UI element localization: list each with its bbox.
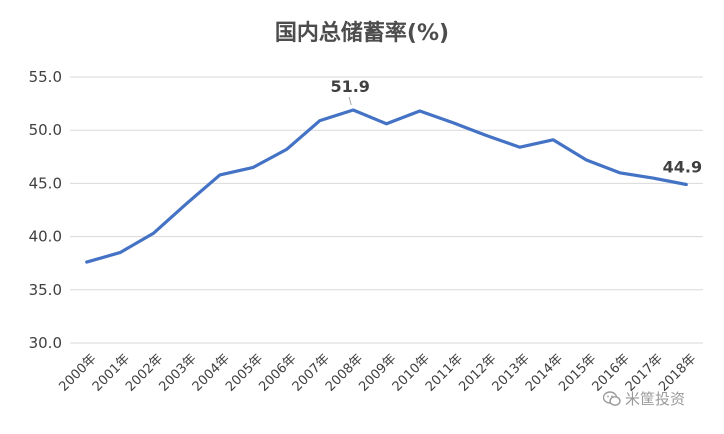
data-labels: 51.9 44.9 <box>330 77 702 176</box>
chart-title: 国内总储蓄率(%) <box>275 20 449 46</box>
y-tick-label: 50.0 <box>29 121 62 139</box>
series-line <box>85 108 688 264</box>
watermark: 米筐投资 <box>603 388 685 409</box>
series-layer <box>85 108 688 264</box>
data-label: 44.9 <box>663 157 702 176</box>
watermark-text: 米筐投资 <box>625 390 686 408</box>
gridlines <box>70 76 703 344</box>
y-tick-label: 55.0 <box>29 68 62 86</box>
y-tick-label: 30.0 <box>29 334 62 352</box>
y-tick-label: 45.0 <box>29 174 62 192</box>
y-tick-label: 35.0 <box>29 281 62 299</box>
data-label-leader <box>348 96 352 106</box>
data-label: 51.9 <box>330 77 369 96</box>
y-axis-ticks: 30.0 35.0 40.0 45.0 50.0 55.0 <box>29 68 62 352</box>
wechat-icon <box>603 390 621 406</box>
y-tick-label: 40.0 <box>29 228 62 246</box>
